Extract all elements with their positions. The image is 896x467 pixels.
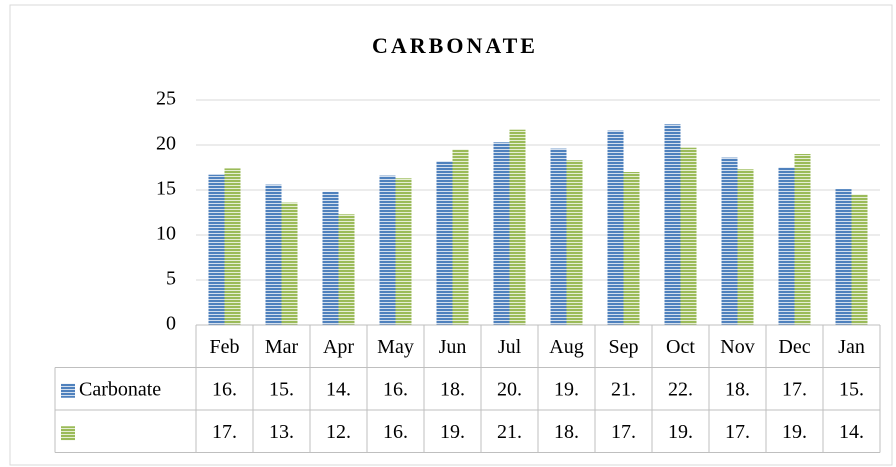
x-tick-label: Mar bbox=[265, 336, 299, 358]
bar bbox=[794, 154, 811, 325]
legend-label: Carbonate bbox=[79, 378, 161, 400]
chart-title: CARBONATE bbox=[372, 33, 538, 58]
x-tick-label: Jul bbox=[498, 336, 522, 358]
table-value: 21. bbox=[611, 378, 636, 400]
bar bbox=[851, 194, 868, 325]
x-tick-label: Aug bbox=[549, 336, 583, 358]
bar bbox=[265, 184, 282, 325]
bar bbox=[338, 214, 355, 325]
bar bbox=[208, 174, 225, 325]
table-value: 15. bbox=[839, 378, 864, 400]
x-tick-label: May bbox=[377, 336, 414, 358]
bar bbox=[737, 169, 754, 325]
y-tick-label: 10 bbox=[156, 223, 176, 245]
table-value: 19. bbox=[782, 421, 807, 443]
table-value: 16. bbox=[383, 378, 408, 400]
table-value: 14. bbox=[839, 421, 864, 443]
y-tick-label: 25 bbox=[156, 88, 176, 110]
bar bbox=[436, 161, 453, 325]
x-tick-label: Sep bbox=[609, 336, 639, 358]
bar bbox=[607, 130, 624, 325]
bar bbox=[835, 189, 852, 325]
table-value: 17. bbox=[782, 378, 807, 400]
bar bbox=[395, 178, 412, 325]
x-tick-label: Nov bbox=[720, 336, 754, 358]
bar bbox=[493, 142, 510, 325]
table-value: 20. bbox=[497, 378, 522, 400]
table-value: 18. bbox=[725, 378, 750, 400]
bar bbox=[778, 167, 795, 325]
x-tick-label: Jan bbox=[838, 336, 865, 358]
bar bbox=[509, 129, 526, 325]
legend-swatch bbox=[61, 426, 75, 441]
table-value: 22. bbox=[668, 378, 693, 400]
bar bbox=[664, 124, 681, 325]
table-value: 21. bbox=[497, 421, 522, 443]
table-value: 16. bbox=[212, 378, 237, 400]
bar bbox=[379, 175, 396, 325]
bar bbox=[680, 147, 697, 325]
table-value: 17. bbox=[212, 421, 237, 443]
bar bbox=[281, 202, 298, 325]
y-tick-label: 15 bbox=[156, 178, 176, 200]
table-value: 17. bbox=[611, 421, 636, 443]
x-tick-label: Dec bbox=[778, 336, 810, 358]
table-value: 15. bbox=[269, 378, 294, 400]
table-value: 19. bbox=[668, 421, 693, 443]
table-value: 14. bbox=[326, 378, 351, 400]
bar bbox=[623, 172, 640, 325]
bar bbox=[224, 168, 241, 325]
x-tick-label: Feb bbox=[210, 336, 240, 358]
y-tick-label: 0 bbox=[166, 313, 176, 335]
legend-swatch bbox=[61, 383, 75, 398]
table-value: 19. bbox=[554, 378, 579, 400]
table-value: 18. bbox=[440, 378, 465, 400]
bar bbox=[721, 157, 738, 325]
table-value: 16. bbox=[383, 421, 408, 443]
table-value: 18. bbox=[554, 421, 579, 443]
bar bbox=[322, 191, 339, 325]
x-tick-label: Apr bbox=[323, 336, 354, 358]
x-tick-label: Jun bbox=[439, 336, 467, 358]
y-tick-label: 20 bbox=[156, 133, 176, 155]
x-tick-label: Oct bbox=[666, 336, 695, 358]
table-value: 12. bbox=[326, 421, 351, 443]
bar bbox=[566, 160, 583, 325]
table-value: 19. bbox=[440, 421, 465, 443]
table-value: 13. bbox=[269, 421, 294, 443]
table-value: 17. bbox=[725, 421, 750, 443]
bar bbox=[452, 149, 469, 325]
y-tick-label: 5 bbox=[166, 268, 176, 290]
bar bbox=[550, 148, 567, 325]
